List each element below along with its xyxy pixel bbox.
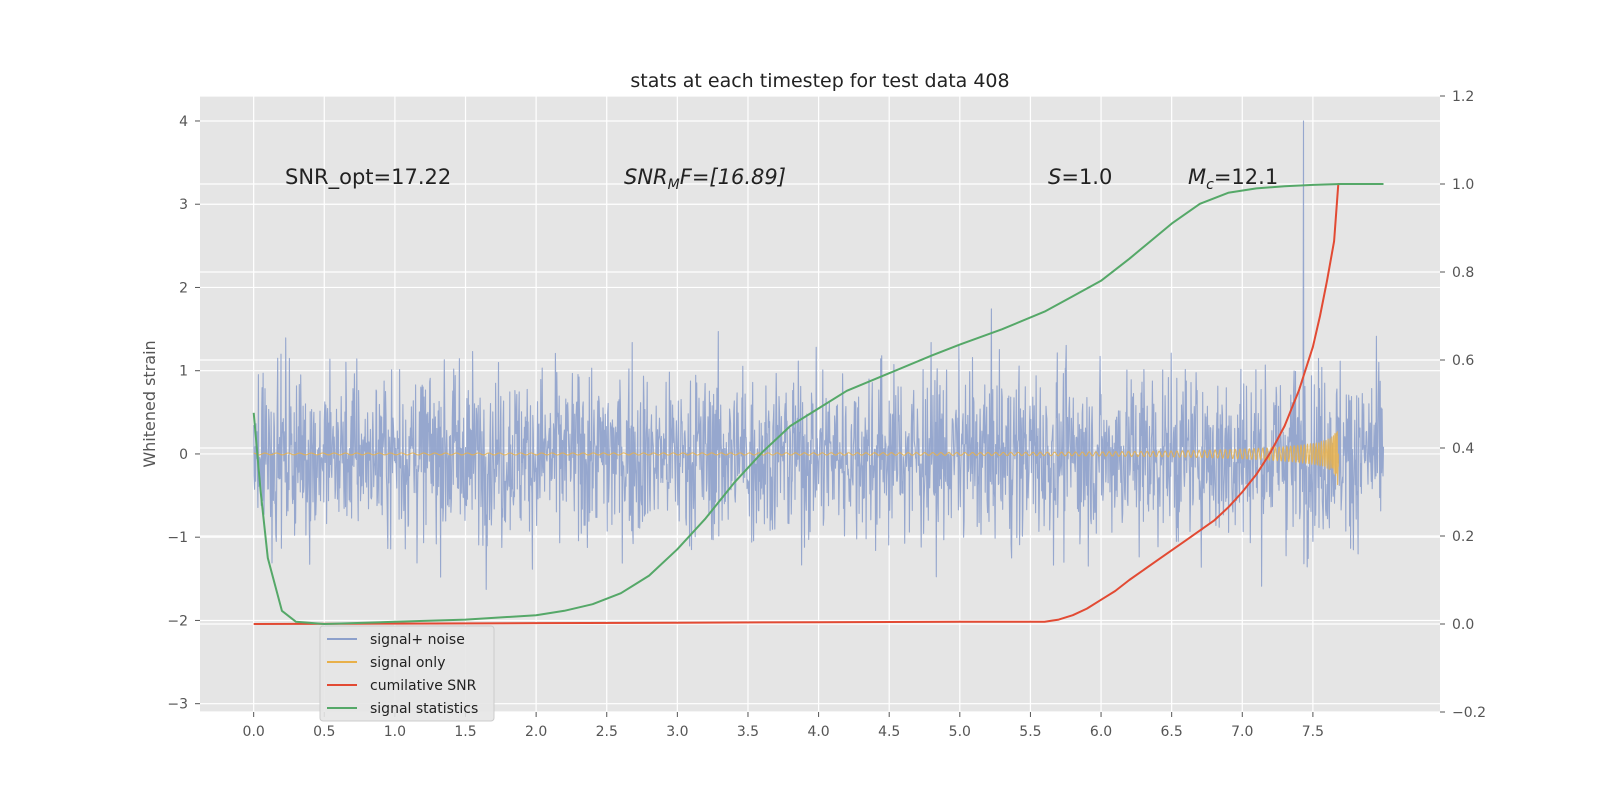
series-line-cumilative-snr bbox=[253, 183, 1384, 625]
y-tick-label: 3 bbox=[179, 197, 188, 213]
y-tick-label: 4 bbox=[179, 114, 188, 130]
chart-title: stats at each timestep for test data 408 bbox=[630, 70, 1009, 92]
x-tick-label: 5.5 bbox=[1019, 724, 1041, 740]
s-main: S bbox=[1048, 165, 1061, 189]
snr-mf-f: F=[16.89] bbox=[680, 165, 786, 189]
x-tick-label: 5.0 bbox=[949, 724, 971, 740]
annotation-mc: Mc=12.1 bbox=[1188, 165, 1278, 193]
annotation-s: S=1.0 bbox=[1048, 165, 1112, 189]
x-tick-label: 7.0 bbox=[1231, 724, 1253, 740]
x-tick-label: 3.5 bbox=[737, 724, 759, 740]
series-line-signal-statistics bbox=[252, 183, 1384, 625]
y-axis-right: 1.2 1.0 0.8 0.6 0.4 0.2 0.0 −0.2 bbox=[1440, 89, 1486, 721]
mc-value: =12.1 bbox=[1214, 165, 1278, 189]
y-tick-label: 2 bbox=[179, 280, 188, 296]
y2-tick-label: −0.2 bbox=[1452, 705, 1486, 721]
legend: signal+ noise signal only cumilative SNR… bbox=[319, 625, 495, 722]
y2-tick-label: 0.6 bbox=[1452, 353, 1474, 369]
x-tick-label: 2.5 bbox=[596, 724, 618, 740]
series-line-signal-only bbox=[253, 431, 1339, 486]
x-tick-label: 4.0 bbox=[807, 724, 829, 740]
mc-main: M bbox=[1188, 165, 1206, 189]
x-axis: 0.0 0.5 1.0 1.5 2.0 2.5 3.0 3.5 4.0 4.5 5.0 5.5 6.0 6… bbox=[243, 712, 1324, 740]
x-tick-label: 6.0 bbox=[1090, 724, 1112, 740]
snr-mf-main: SNR bbox=[624, 165, 668, 189]
legend-label-signal-only: signal only bbox=[370, 655, 445, 671]
y2-tick-label: 0.8 bbox=[1452, 265, 1474, 281]
x-tick-label: 7.5 bbox=[1302, 724, 1324, 740]
x-tick-label: 0.5 bbox=[313, 724, 335, 740]
x-tick-label: 6.5 bbox=[1161, 724, 1183, 740]
legend-box bbox=[319, 625, 495, 722]
y-tick-label: −3 bbox=[167, 697, 188, 713]
y2-tick-label: 0.2 bbox=[1452, 529, 1474, 545]
y2-tick-label: 1.2 bbox=[1452, 89, 1474, 105]
mc-sub: c bbox=[1206, 177, 1214, 193]
x-tick-label: 1.5 bbox=[454, 724, 476, 740]
s-value: =1.0 bbox=[1061, 165, 1112, 189]
annotation-snr-opt: SNR_opt=17.22 bbox=[285, 165, 451, 190]
y2-tick-label: 1.0 bbox=[1452, 177, 1474, 193]
series-layer bbox=[252, 120, 1385, 625]
plot-background bbox=[200, 96, 1440, 712]
y2-tick-label: 0.4 bbox=[1452, 441, 1474, 457]
x-tick-label: 0.0 bbox=[243, 724, 265, 740]
annotation-snr-mf: SNRMF=[16.89] bbox=[624, 165, 786, 193]
legend-label-signal-noise: signal+ noise bbox=[370, 632, 465, 648]
legend-label-signal-statistics: signal statistics bbox=[370, 701, 478, 717]
plot-area bbox=[252, 120, 1385, 625]
x-tick-label: 1.0 bbox=[384, 724, 406, 740]
snr-mf-sub: M bbox=[668, 177, 680, 193]
y-tick-label: −1 bbox=[167, 530, 188, 546]
x-tick-label: 2.0 bbox=[525, 724, 547, 740]
y-axis-label: Whitened strain bbox=[140, 340, 159, 467]
x-tick-label: 4.5 bbox=[878, 724, 900, 740]
x-tick-label: 3.0 bbox=[666, 724, 688, 740]
series-line-signal-noise bbox=[253, 120, 1385, 590]
y-tick-label: 1 bbox=[179, 364, 188, 380]
y-tick-label: −2 bbox=[167, 613, 188, 629]
y2-tick-label: 0.0 bbox=[1452, 617, 1474, 633]
legend-label-cumulative-snr: cumilative SNR bbox=[370, 678, 477, 694]
y-axis-left: 4 3 2 1 0 −1 −2 −3 bbox=[167, 114, 200, 713]
y-tick-label: 0 bbox=[179, 447, 188, 463]
